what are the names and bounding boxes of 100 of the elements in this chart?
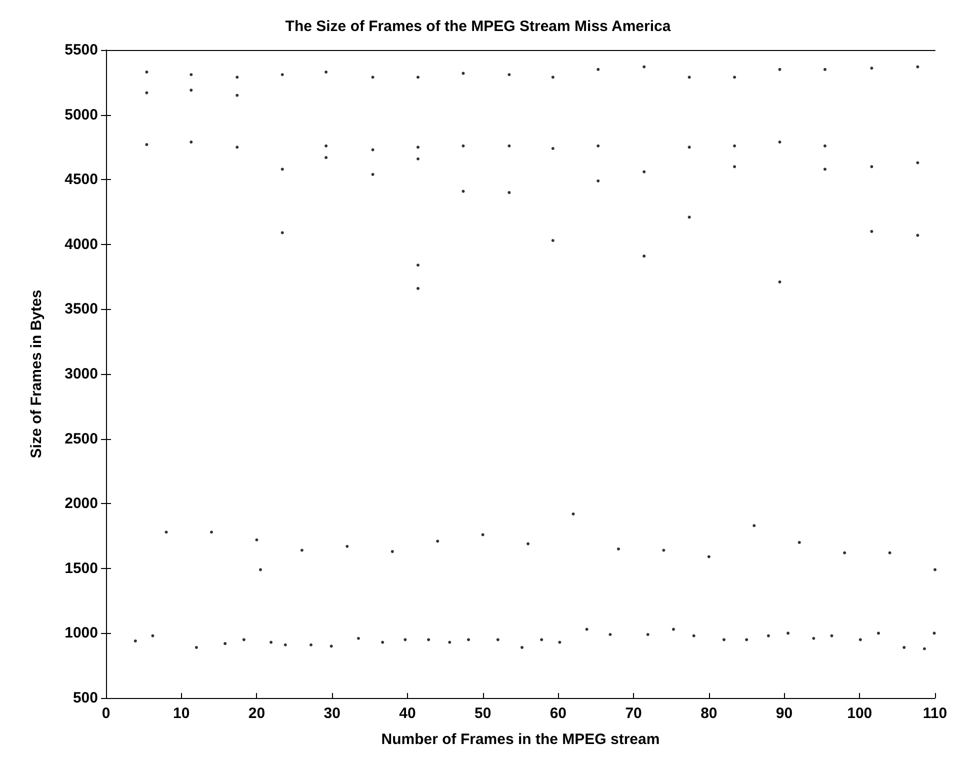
point: [416, 146, 420, 149]
point: [151, 634, 154, 638]
y-tick-label: 1500: [64, 560, 98, 577]
point: [596, 144, 600, 148]
point: [843, 551, 846, 554]
point: [194, 646, 198, 649]
point: [236, 76, 239, 79]
point: [551, 239, 554, 242]
point: [371, 172, 374, 176]
x-tick-label: 60: [550, 705, 567, 722]
point: [688, 216, 691, 219]
point: [870, 165, 874, 168]
point: [259, 568, 262, 572]
point: [427, 638, 430, 642]
point: [145, 91, 148, 94]
point: [858, 638, 862, 642]
point: [778, 68, 782, 71]
point: [300, 548, 304, 552]
point: [284, 643, 287, 646]
point: [870, 66, 874, 70]
point: [916, 65, 920, 68]
point: [608, 632, 612, 636]
point: [934, 568, 936, 572]
point: [210, 530, 214, 534]
point: [416, 157, 420, 160]
x-tick-label: 0: [102, 705, 110, 722]
point: [551, 76, 554, 79]
point: [798, 540, 801, 544]
y-tick-label: 2500: [64, 430, 98, 448]
point: [190, 140, 193, 144]
x-tick-label: 10: [173, 705, 190, 722]
point: [242, 638, 246, 642]
y-tick-label: 4000: [64, 236, 98, 253]
point: [823, 68, 826, 71]
point: [830, 634, 834, 638]
point: [722, 638, 726, 642]
point: [356, 636, 360, 640]
point: [672, 628, 675, 631]
point: [733, 144, 736, 148]
point: [733, 165, 736, 168]
x-tick-label: 90: [776, 705, 793, 722]
point: [462, 144, 465, 148]
point: [324, 70, 328, 74]
point: [786, 632, 790, 635]
point: [236, 146, 239, 149]
point: [416, 286, 420, 290]
point: [462, 190, 465, 193]
point: [309, 643, 312, 646]
point: [134, 639, 137, 642]
y-axis-title: Size of Frames in Bytes: [28, 290, 45, 458]
y-tick-label: 2000: [64, 495, 98, 512]
point: [324, 156, 328, 160]
point: [688, 146, 691, 149]
point: [642, 254, 646, 258]
point: [346, 544, 349, 548]
point: [707, 555, 710, 558]
point: [496, 638, 500, 642]
y-tick-label: 3000: [64, 366, 98, 382]
point: [404, 638, 407, 642]
y-tick-label: 1000: [64, 624, 98, 642]
x-tick-label: 40: [399, 705, 416, 722]
point: [381, 640, 384, 644]
chart-title: The Size of Frames of the MPEG Stream Miss America: [285, 18, 672, 35]
point: [916, 161, 920, 164]
x-tick-label: 50: [474, 705, 492, 722]
point: [390, 550, 394, 554]
point: [745, 638, 748, 642]
x-tick-label: 110: [922, 705, 948, 722]
point: [558, 640, 562, 644]
x-tick-label: 30: [324, 705, 340, 722]
x-axis-title: Number of Frames in the MPEG stream: [381, 731, 660, 748]
point: [812, 636, 816, 640]
point: [371, 148, 374, 152]
y-tick-label: 500: [72, 690, 98, 706]
point: [902, 646, 906, 649]
point: [280, 73, 284, 76]
point: [642, 65, 646, 68]
point: [662, 548, 666, 552]
point: [190, 73, 193, 76]
point: [778, 280, 782, 284]
point: [416, 76, 420, 79]
point: [551, 146, 554, 150]
point: [371, 76, 374, 79]
point: [540, 638, 544, 642]
point: [526, 542, 530, 546]
y-tick-label: 4500: [64, 171, 98, 188]
point: [616, 547, 620, 550]
point: [508, 144, 511, 148]
point: [462, 72, 465, 75]
y-tick-label: 3500: [64, 300, 98, 318]
x-tick-label: 100: [847, 705, 872, 722]
point: [585, 628, 588, 631]
point: [145, 143, 148, 146]
point: [876, 632, 880, 635]
x-tick-label: 80: [700, 705, 718, 722]
point: [236, 94, 239, 97]
point: [596, 179, 600, 182]
point: [922, 647, 926, 650]
x-tick-label: 70: [625, 705, 642, 722]
point: [520, 646, 524, 649]
